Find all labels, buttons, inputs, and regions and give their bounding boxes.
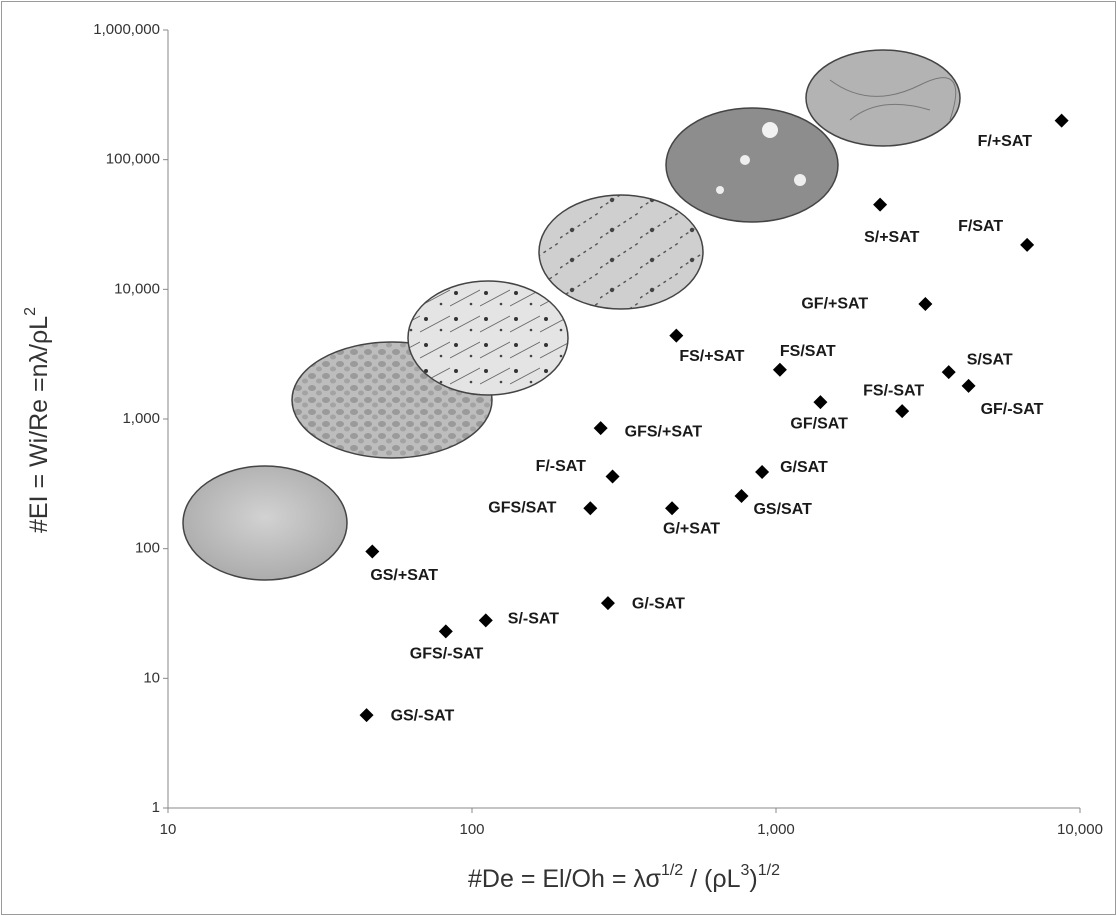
data-point xyxy=(1054,113,1069,128)
data-point xyxy=(918,297,933,312)
data-point xyxy=(961,378,976,393)
point-label: FS/-SAT xyxy=(863,382,924,399)
point-label: S/+SAT xyxy=(864,229,920,246)
point-label: GF/+SAT xyxy=(801,295,868,312)
y-tick-label: 1,000 xyxy=(122,410,160,427)
inset xyxy=(407,280,569,396)
data-point xyxy=(941,365,956,380)
point-label: GF/SAT xyxy=(790,415,848,432)
data-point xyxy=(669,328,684,343)
inset xyxy=(665,107,839,223)
data-point xyxy=(365,544,380,559)
point-label: G/+SAT xyxy=(663,520,720,537)
inset xyxy=(805,49,961,147)
x-tick-label: 100 xyxy=(459,821,484,838)
point-label: GFS/+SAT xyxy=(625,423,703,440)
point-label: S/SAT xyxy=(967,351,1013,368)
y-tick-label: 100 xyxy=(135,540,160,557)
data-point xyxy=(734,488,749,503)
point-label: G/SAT xyxy=(780,459,828,476)
point-label: GS/+SAT xyxy=(370,567,438,584)
inset-detail xyxy=(740,155,750,165)
x-axis-title: #De = El/Oh = λσ1/2 / (ρL3)1/2 xyxy=(468,862,780,892)
data-point xyxy=(755,465,770,480)
point-label: GF/-SAT xyxy=(981,401,1044,418)
data-point xyxy=(813,395,828,410)
x-tick-label: 10,000 xyxy=(1057,821,1103,838)
inset-detail xyxy=(794,174,806,186)
point-label: GFS/SAT xyxy=(488,499,556,516)
inset-detail xyxy=(762,122,778,138)
inset-detail xyxy=(716,186,724,194)
y-tick-label: 1 xyxy=(152,799,160,816)
data-point xyxy=(772,362,787,377)
point-label: GFS/-SAT xyxy=(410,646,484,663)
point-label: F/SAT xyxy=(958,218,1003,235)
point-label: FS/SAT xyxy=(780,343,836,360)
photo-insets xyxy=(182,49,961,581)
data-point xyxy=(600,596,615,611)
data-point xyxy=(895,404,910,419)
point-label: FS/+SAT xyxy=(679,348,744,365)
inset xyxy=(538,194,704,310)
point-label: G/-SAT xyxy=(632,595,685,612)
data-point xyxy=(438,624,453,639)
data-point xyxy=(605,469,620,484)
inset-detail xyxy=(829,77,957,121)
y-tick-label: 1,000,000 xyxy=(93,21,160,38)
y-tick-label: 100,000 xyxy=(106,151,160,168)
point-label: F/+SAT xyxy=(978,133,1033,150)
y-axis-title: #EI = Wi/Re =nλ/ρL2 xyxy=(22,307,52,533)
data-point xyxy=(873,197,888,212)
data-point xyxy=(478,613,493,628)
point-label: F/-SAT xyxy=(536,458,587,475)
point-label: S/-SAT xyxy=(508,611,559,628)
y-tick-label: 10,000 xyxy=(114,280,160,297)
x-tick-label: 1,000 xyxy=(757,821,795,838)
data-point xyxy=(665,501,680,516)
data-point xyxy=(583,501,598,516)
x-tick-label: 10 xyxy=(160,821,177,838)
data-point xyxy=(1020,237,1035,252)
y-tick-label: 10 xyxy=(143,669,160,686)
inset xyxy=(182,465,348,581)
data-point xyxy=(359,708,374,723)
data-point xyxy=(593,421,608,436)
point-label: GS/-SAT xyxy=(391,707,455,724)
point-label: GS/SAT xyxy=(753,501,812,518)
